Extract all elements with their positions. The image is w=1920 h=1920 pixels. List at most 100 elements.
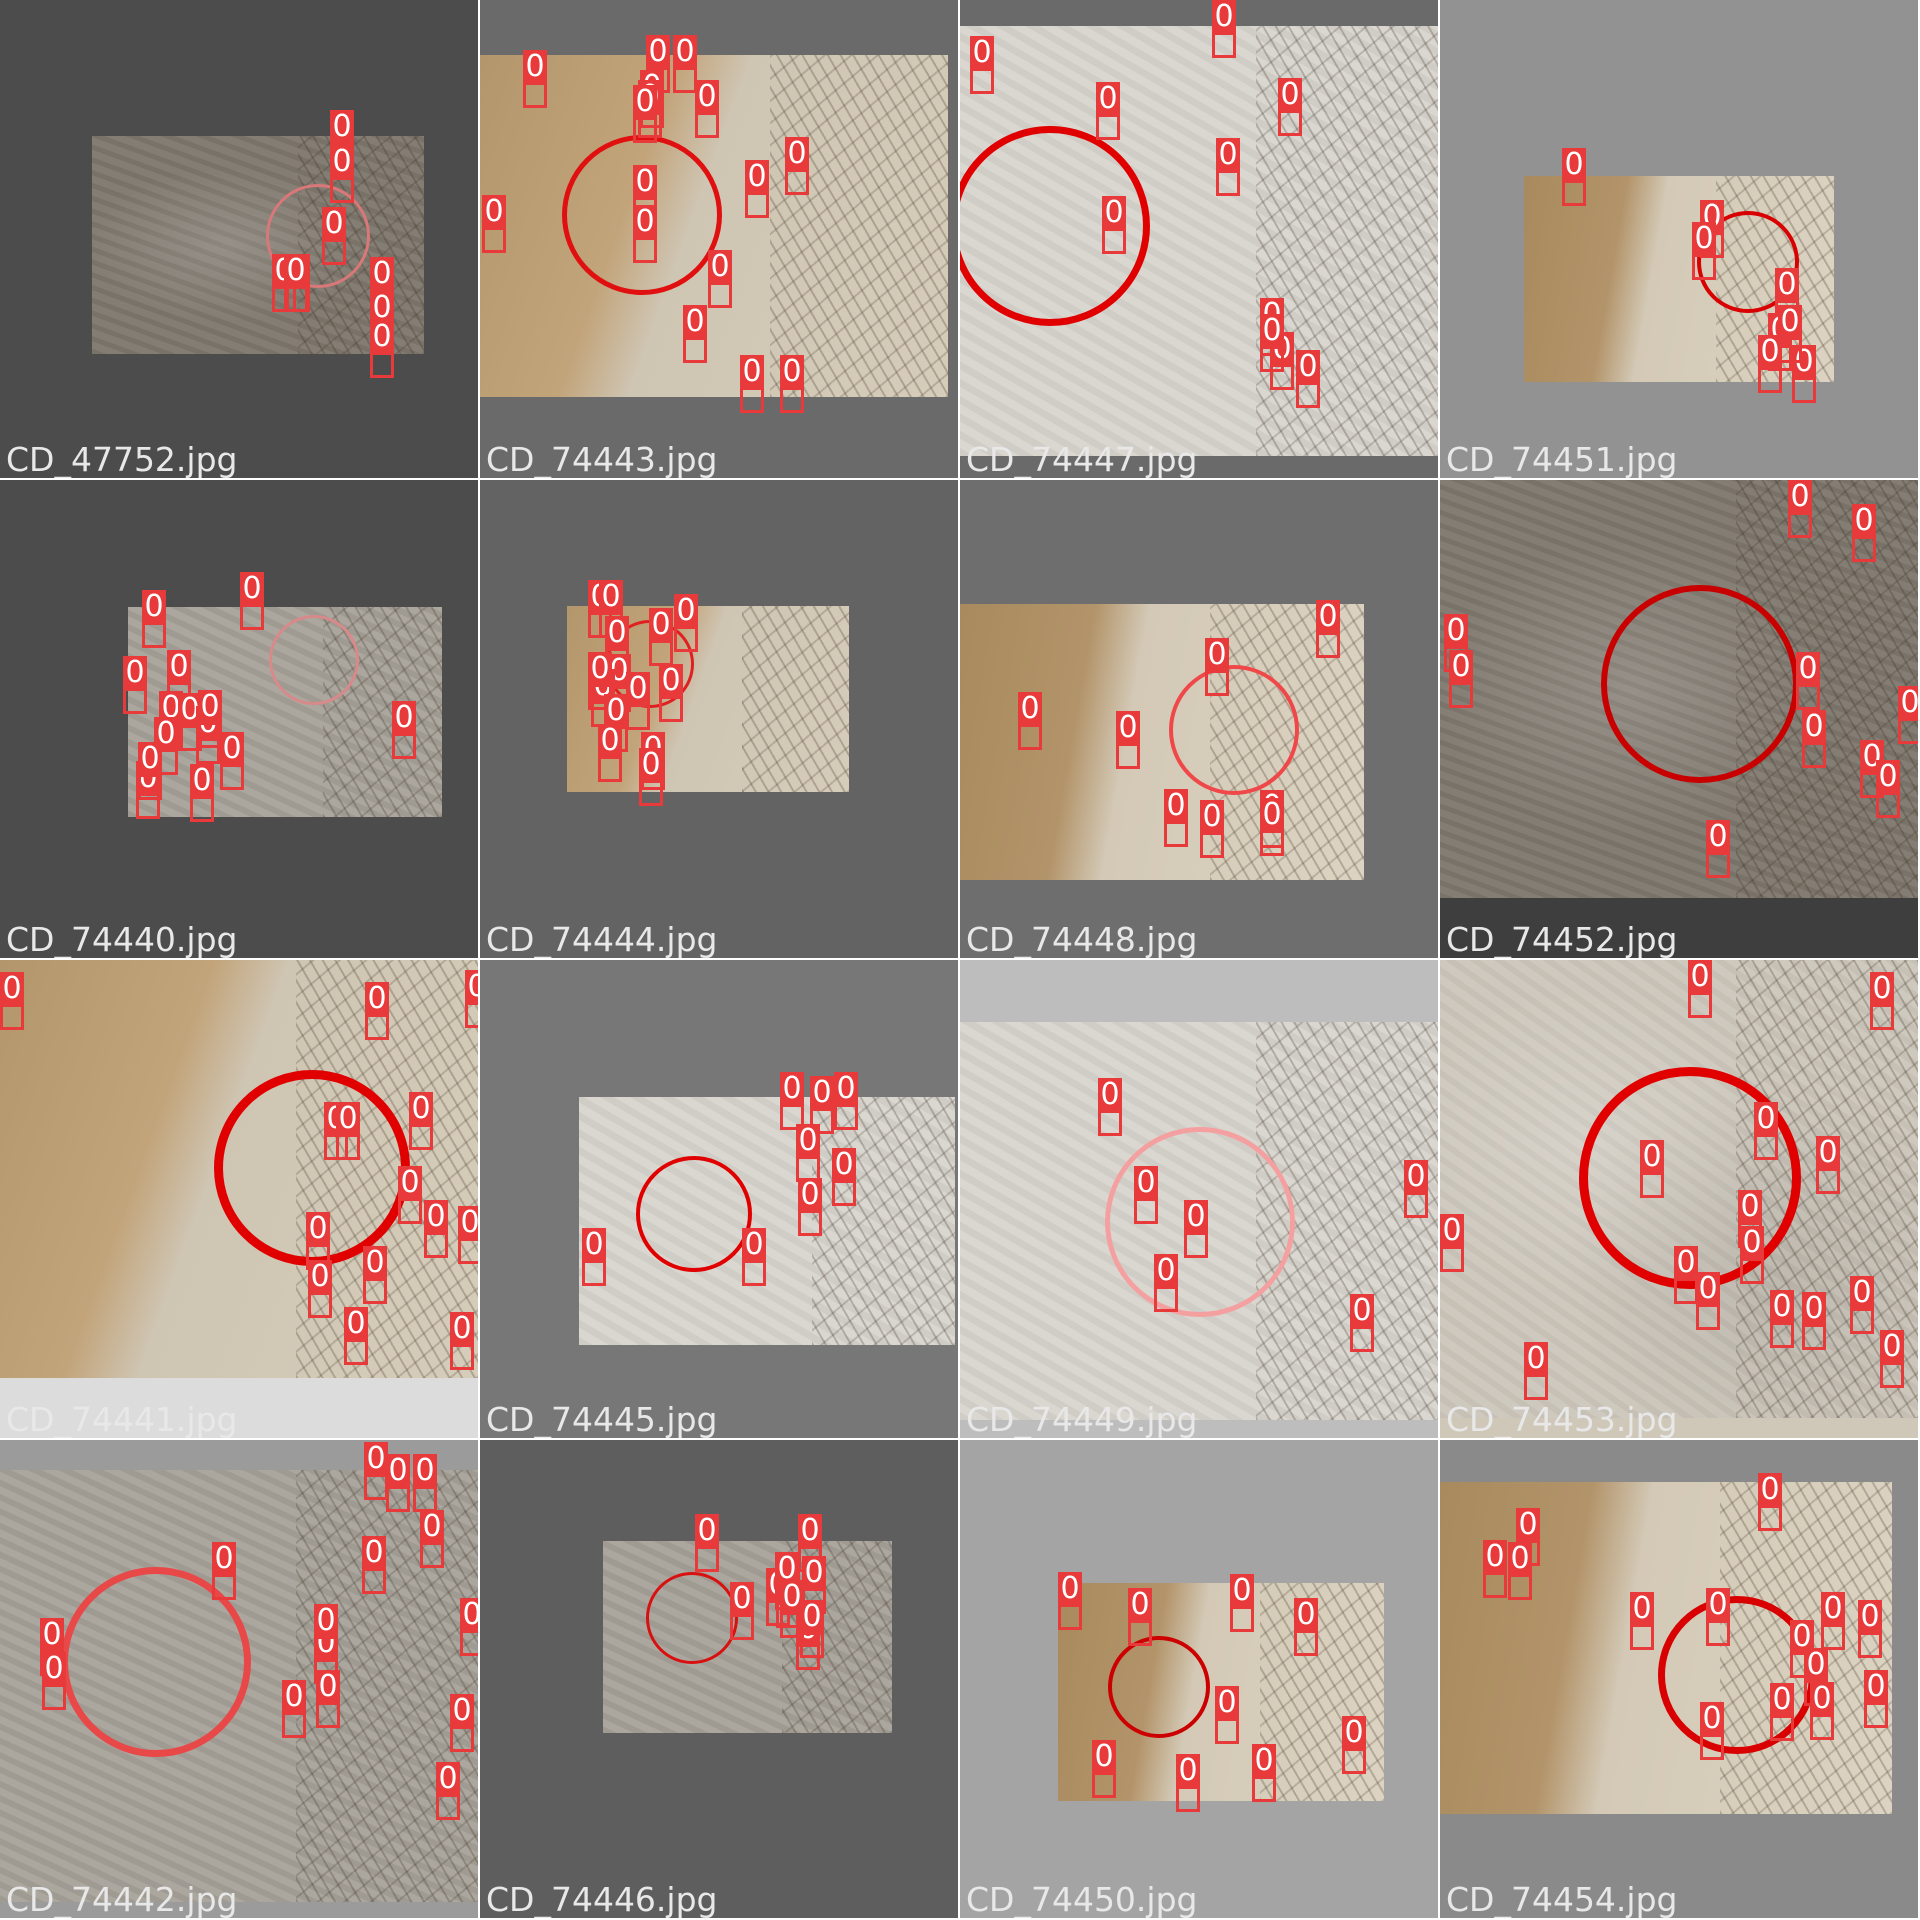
class-label: 0 xyxy=(832,1148,856,1182)
class-label: 0 xyxy=(436,1762,460,1796)
detection-box xyxy=(695,112,719,138)
detection-box xyxy=(465,1002,478,1028)
mosaic-center-ring xyxy=(1697,211,1799,313)
class-label: 0 xyxy=(1092,1740,1116,1774)
class-label: 0 xyxy=(1688,960,1712,994)
detection-box xyxy=(1294,1630,1318,1656)
detection-box xyxy=(1230,1606,1254,1632)
class-label: 0 xyxy=(306,1212,330,1246)
mosaic-tile[interactable]: 0 0 0 0 0 0 0 0 CD_74445.jpg xyxy=(480,960,958,1438)
detection-box xyxy=(1215,1718,1239,1744)
mosaic-tile[interactable]: 0 0 0 0 0 0 0 0 0 0 0 0 0 0 0 CD_74442.jpg xyxy=(0,1440,478,1918)
class-label: 0 xyxy=(1128,1588,1152,1622)
class-label: 0 xyxy=(639,748,663,782)
class-label: 0 xyxy=(1870,972,1894,1006)
detection-box xyxy=(142,622,166,648)
detection-box xyxy=(1640,1172,1664,1198)
class-label: 0 xyxy=(1864,1670,1888,1704)
detection-box xyxy=(1898,718,1918,744)
detection-box xyxy=(1850,1308,1874,1334)
class-label: 0 xyxy=(1754,1102,1778,1136)
mosaic-tile[interactable]: 0 0 0 0 0 0 CD_74449.jpg xyxy=(960,960,1438,1438)
detection-box xyxy=(659,696,683,722)
class-label: 0 xyxy=(798,1178,822,1212)
detection-box xyxy=(708,282,732,308)
mosaic-tile[interactable]: 0000000000000000CD_74443.jpg xyxy=(480,0,958,478)
mosaic-tile[interactable]: 0 0 0 0 0 0 0 0 0 0 CD_74452.jpg xyxy=(1440,480,1918,958)
tile-filename: CD_74445.jpg xyxy=(486,1400,718,1438)
class-label: 0 xyxy=(659,664,683,698)
class-label: 0 xyxy=(123,656,147,690)
class-label: 0 xyxy=(649,608,673,642)
mosaic-tile[interactable]: 0 0 0 0 0 0 0 0 0 0 0 0 0 0 CD_74454.jpg xyxy=(1440,1440,1918,1918)
class-label: 0 xyxy=(1696,1272,1720,1306)
class-label: 0 xyxy=(284,254,308,288)
mosaic-center-ring xyxy=(1108,1636,1210,1738)
detection-box xyxy=(1880,1362,1904,1388)
class-label: 0 xyxy=(1898,686,1918,720)
mosaic-tile[interactable]: 0 0 0 0 0 0 0 0 0 CD_74450.jpg xyxy=(960,1440,1438,1918)
class-label: 0 xyxy=(1775,268,1799,302)
class-label: 0 xyxy=(1852,504,1876,538)
detection-box xyxy=(314,1636,338,1662)
detection-box xyxy=(1754,1134,1778,1160)
detection-box xyxy=(212,1574,236,1600)
detection-box xyxy=(626,704,650,730)
class-label: 0 xyxy=(1444,614,1468,648)
class-label: 0 xyxy=(1096,82,1120,116)
class-label: 0 xyxy=(1316,600,1340,634)
detection-box xyxy=(1449,682,1473,708)
detection-box xyxy=(1252,1776,1276,1802)
class-label: 0 xyxy=(1770,1683,1794,1717)
detection-box xyxy=(598,756,622,782)
tile-filename: CD_74452.jpg xyxy=(1446,920,1678,958)
detection-box xyxy=(460,1630,478,1656)
class-label: 0 xyxy=(633,165,657,199)
class-label: 0 xyxy=(523,50,547,84)
detection-box xyxy=(364,1474,388,1500)
class-label: 0 xyxy=(646,35,670,69)
detection-box xyxy=(639,780,663,806)
detection-box xyxy=(409,1124,433,1150)
class-label: 0 xyxy=(673,35,697,69)
detection-box xyxy=(1770,1322,1794,1348)
detection-box xyxy=(582,1260,606,1286)
detection-box xyxy=(674,626,698,652)
beach-photo xyxy=(0,960,478,1378)
beach-photo xyxy=(579,1097,955,1345)
tile-filename: CD_74450.jpg xyxy=(966,1880,1198,1918)
class-label: 0 xyxy=(1810,1682,1834,1716)
detection-box xyxy=(392,733,416,759)
detection-box xyxy=(450,1344,474,1370)
detection-box xyxy=(138,774,162,800)
detection-box xyxy=(1278,110,1302,136)
detection-box xyxy=(1216,170,1240,196)
detection-box xyxy=(1770,1715,1794,1741)
class-label: 0 xyxy=(220,732,244,766)
class-label: 0 xyxy=(834,1072,858,1106)
class-label: 0 xyxy=(1524,1342,1548,1376)
detection-box xyxy=(344,1339,368,1365)
class-label: 0 xyxy=(1802,710,1826,744)
debris-texture xyxy=(770,55,948,397)
detection-box xyxy=(1058,1604,1082,1630)
class-label: 0 xyxy=(970,36,994,70)
debris-texture xyxy=(741,606,849,792)
mosaic-tile[interactable]: 0 0 0 0 0 0 0 0 0 0 0 0 0 0 0 CD_74453.jpg xyxy=(1440,960,1918,1438)
class-label: 0 xyxy=(780,1072,804,1106)
detection-box xyxy=(1260,830,1284,856)
class-label: 0 xyxy=(1804,1648,1828,1682)
tile-filename: CD_74442.jpg xyxy=(6,1880,238,1918)
class-label: 0 xyxy=(1778,305,1802,339)
class-label: 0 xyxy=(1216,138,1240,172)
detection-box xyxy=(220,764,244,790)
class-label: 0 xyxy=(730,1582,754,1616)
